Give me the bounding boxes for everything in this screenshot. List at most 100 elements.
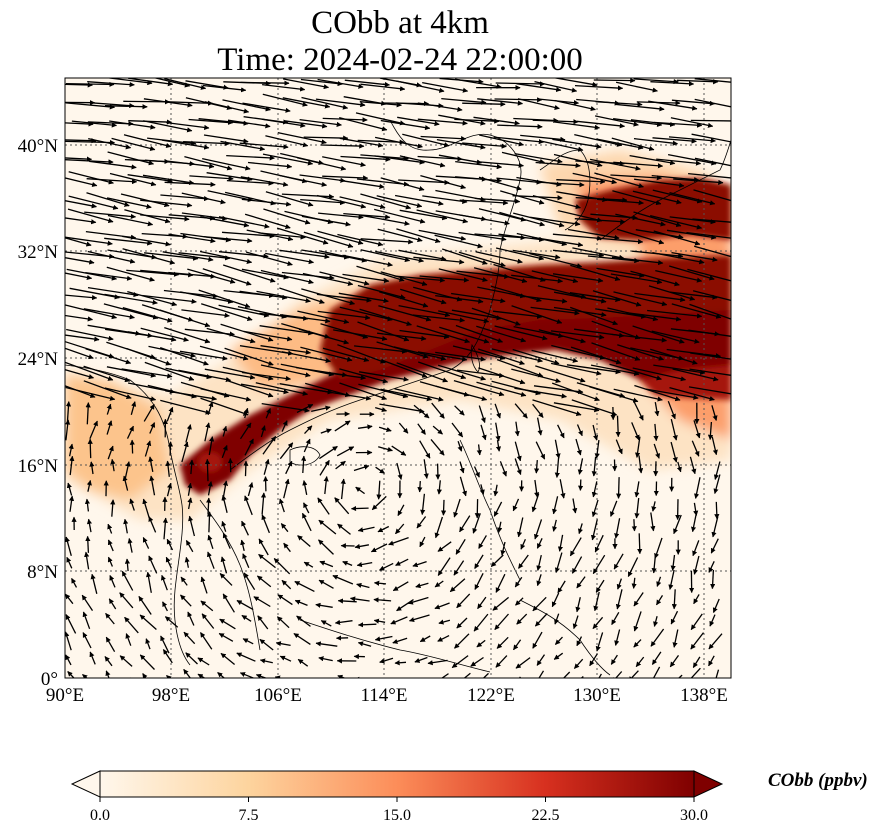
wind-vector (482, 672, 489, 678)
wind-vector (265, 191, 314, 207)
wind-vector (281, 579, 292, 590)
wind-vector (65, 237, 92, 247)
wind-vector (302, 480, 308, 496)
wind-vector (311, 405, 331, 413)
wind-vector (109, 172, 157, 187)
wind-vector (610, 174, 663, 181)
wind-vector (434, 580, 444, 588)
wind-vector (333, 329, 388, 342)
wind-vector (300, 198, 346, 206)
wind-vector (566, 364, 621, 375)
wind-vector (559, 479, 566, 499)
wind-vector (319, 560, 334, 568)
wind-vector (357, 622, 377, 628)
wind-vector (616, 477, 622, 499)
wind-vector (240, 176, 289, 187)
wind-vector (199, 345, 249, 361)
wind-vector (378, 305, 432, 322)
wind-vector (495, 440, 502, 452)
wind-vector (201, 303, 253, 321)
wind-vector (610, 273, 663, 285)
wind-vector (554, 439, 561, 459)
wind-vector (187, 482, 193, 496)
wind-vector (208, 436, 215, 456)
wind-vector (152, 78, 191, 88)
wind-vector (243, 407, 249, 419)
wind-vector (417, 423, 426, 435)
wind-vector (690, 119, 731, 122)
wind-vector (358, 371, 409, 382)
wind-vector (551, 592, 560, 608)
wind-vector (690, 512, 698, 533)
wind-vector (278, 498, 285, 513)
wind-vector (221, 520, 227, 532)
wind-vector (538, 329, 586, 344)
wind-vector (318, 656, 333, 662)
wind-vector (293, 632, 311, 645)
wind-vector (552, 78, 598, 87)
wind-vector (417, 481, 423, 493)
wind-vector (392, 637, 408, 644)
wind-vector (609, 500, 618, 517)
wind-vector (634, 384, 681, 402)
wind-vector (656, 576, 662, 587)
wind-vector (371, 495, 387, 511)
wind-vector (168, 271, 216, 279)
wind-vector (123, 134, 172, 148)
wind-vector (650, 512, 656, 532)
wind-vector (65, 102, 116, 110)
wind-vector (262, 435, 277, 455)
wind-vector (554, 636, 563, 645)
wind-vector (203, 134, 249, 144)
wind-vector (478, 405, 486, 423)
wind-vector (106, 197, 152, 209)
title-line-2: Time: 2024-02-24 22:00:00 (217, 42, 583, 78)
wind-vector (611, 611, 620, 626)
wind-vector (337, 598, 357, 604)
wind-vector (474, 197, 521, 204)
wind-vector (282, 97, 331, 109)
wind-vector (573, 658, 584, 669)
wind-vector (635, 229, 684, 240)
wind-vector (241, 198, 292, 207)
wind-vector (627, 557, 639, 577)
wind-vector (394, 194, 444, 206)
wind-vector (473, 116, 520, 126)
wind-vector (356, 265, 405, 282)
wind-vector (339, 116, 388, 132)
wind-vector (632, 190, 682, 205)
wind-vector (416, 209, 469, 224)
wind-vector (375, 466, 385, 474)
wind-vector (617, 344, 664, 361)
wind-vector (294, 580, 315, 592)
wind-vector (281, 271, 335, 281)
wind-vector (574, 84, 624, 91)
wind-vector (207, 401, 214, 416)
wind-vector (332, 575, 354, 585)
wind-vector (631, 422, 640, 441)
wind-vector (611, 137, 655, 151)
wind-vector (65, 200, 97, 209)
wind-vector (66, 482, 73, 496)
wind-vectors (65, 78, 731, 678)
wind-vector (246, 251, 293, 266)
wind-vector (298, 328, 350, 345)
wind-vector (437, 635, 450, 642)
wind-vector (87, 250, 136, 264)
wind-vector (633, 611, 642, 632)
wind-vector (536, 574, 542, 587)
wind-vector (516, 613, 528, 625)
wind-vector (107, 214, 154, 227)
wind-vector (84, 211, 137, 220)
wind-vector (301, 215, 351, 227)
wind-vector (349, 596, 370, 602)
wind-vector (614, 518, 621, 539)
wind-vector (409, 614, 430, 623)
wind-vector (394, 275, 446, 283)
wind-vector (613, 388, 663, 402)
wind-vector (260, 269, 314, 285)
wind-vector (576, 636, 583, 647)
wind-vector (455, 160, 503, 170)
wind-vector (86, 192, 130, 207)
colorbar-tick-label: 15.0 (383, 807, 411, 824)
